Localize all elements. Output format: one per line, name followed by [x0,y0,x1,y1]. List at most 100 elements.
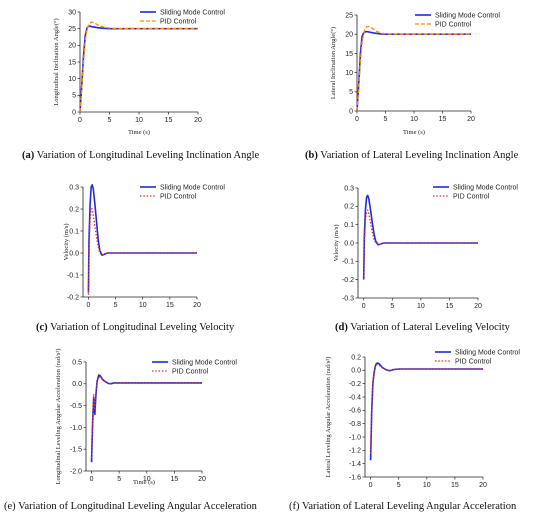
y-axis-label: Lateral Leveling Angular Acceleration (r… [325,357,332,478]
x-tick-label: 15 [451,482,459,489]
panel-c: 0 5 10 15 20 -0.2 -0.1 0.0 0.1 0.2 0.3 Velocity (m/… [0,172,275,344]
caption-text: Variation of Lateral Leveling Angular Ac… [301,501,517,512]
y-tick-label: 0.5 [72,359,82,366]
legend-label: Sliding Mode Control [435,13,500,20]
caption-letter: (e) [4,501,16,512]
x-axis-label: Time (s) [133,479,155,486]
series-line-pid [369,363,483,454]
x-tick-label: 20 [479,482,487,489]
legend-label: Sliding Mode Control [160,10,225,17]
legend-label: Sliding Mode Control [455,350,520,357]
y-axis-label: Lateral Inclination Angle(°) [330,27,337,99]
y-tick-label: -0.4 [349,394,361,401]
x-axis-label: Time (s) [128,129,150,136]
y-tick-label: 5 [72,93,76,100]
y-tick-label: -1.0 [70,425,82,432]
y-tick-label: 30 [68,9,76,16]
y-tick-label: -0.3 [342,295,354,302]
y-axis-label: Longitudinal Leveling Angular Accelerati… [55,349,62,485]
series-line-sliding-mode [356,30,471,112]
chart-b: 0 5 10 15 20 0 5 10 15 20 25 Time (s) Lateral Inclin… [330,12,500,136]
caption-letter: (a) [22,150,35,161]
legend-label: PID Control [160,19,197,26]
x-tick-label: 15 [166,302,174,309]
y-tick-label: -0.6 [349,408,361,415]
x-tick-label: 5 [114,302,118,309]
caption-d: (d) Variation of Lateral Leveling Veloci… [335,322,510,333]
chart-d: 0 5 10 15 20 -0.3 -0.2 -0.1 0.0 0.1 0.2 0.3 Velocity… [333,185,518,311]
y-tick-label: -0.2 [342,277,354,284]
x-tick-label: 10 [143,476,151,483]
y-tick-label: -0.1 [342,259,354,266]
chart-f: 0 5 10 15 20 -1.6 -1.4 -1.2 -1.0 -0.8 -0.6 -0.4 -0.2… [325,350,520,490]
y-tick-label: 0.0 [344,240,354,247]
y-tick-label: -0.5 [70,403,82,410]
x-tick-label: 0 [355,116,359,123]
x-tick-label: 20 [474,303,482,310]
y-tick-label: 0.1 [344,222,354,229]
y-tick-label: 0.3 [344,185,354,192]
y-tick-label: 0 [72,109,76,116]
series-line-pid [356,25,471,112]
y-tick-label: -1.4 [349,461,361,468]
x-tick-label: 15 [170,476,178,483]
caption-text: Variation of Longitudinal Leveling Veloc… [50,322,235,333]
y-tick-label: 0.2 [351,354,361,361]
x-tick-label: 15 [165,117,173,124]
x-tick-label: 15 [446,303,454,310]
x-tick-label: 10 [139,302,147,309]
series-line-pid [90,376,202,458]
caption-e: (e) Variation of Longitudinal Leveling A… [4,501,257,512]
panel-b: 0 5 10 15 20 0 5 10 15 20 25 Time (s) Lateral Inclin… [275,0,550,172]
y-axis-label: Velocity (m/s) [63,223,70,260]
caption-text: Variation of Longitudinal Leveling Angul… [18,501,257,512]
y-tick-label: -0.1 [67,272,79,279]
legend-label: Sliding Mode Control [172,360,237,367]
x-tick-label: 0 [369,482,373,489]
y-tick-label: 20 [68,43,76,50]
y-tick-label: 0 [349,108,353,115]
y-tick-label: 0.0 [72,381,82,388]
y-tick-label: 25 [345,12,353,19]
series-line-pid [363,209,478,280]
x-tick-label: 10 [410,116,418,123]
y-tick-label: 0.1 [69,228,79,235]
y-tick-label: -2.0 [70,468,82,475]
y-tick-label: 20 [345,32,353,39]
y-tick-label: -1.0 [349,434,361,441]
x-tick-label: 20 [467,116,475,123]
x-tick-label: 15 [439,116,447,123]
caption-letter: (c) [36,322,48,333]
x-tick-label: 0 [362,303,366,310]
x-axis-label: Time (s) [403,129,425,136]
legend-label: PID Control [435,22,472,29]
x-tick-label: 20 [193,302,201,309]
caption-text: Variation of Lateral Leveling Velocity [350,322,510,333]
legend-label: PID Control [172,369,209,376]
series-line-pid [87,208,197,295]
y-tick-label: 5 [349,89,353,96]
y-tick-label: -0.2 [67,294,79,301]
series-line-sliding-mode [362,194,478,280]
legend-label: Sliding Mode Control [160,185,225,192]
caption-letter: (f) [289,501,300,512]
y-tick-label: 0.2 [344,204,354,211]
x-tick-label: 10 [423,482,431,489]
panel-e: 0 5 10 15 20 -2.0 -1.5 -1.0 -0.5 0.0 0.5 Time (s) Lo… [0,344,290,520]
x-tick-label: 0 [78,117,82,124]
x-tick-label: 20 [194,117,202,124]
x-tick-label: 10 [135,117,143,124]
y-tick-label: -1.5 [70,447,82,454]
panel-a: 0 5 10 15 20 0 5 10 15 20 25 30 Time (s) Longitudinal… [0,0,275,172]
y-tick-label: 0.0 [69,250,79,257]
legend-label: PID Control [160,194,197,201]
legend-label: PID Control [453,194,490,201]
x-tick-label: 5 [108,117,112,124]
series-line-pid [79,21,198,113]
legend-label: Sliding Mode Control [453,185,518,192]
caption-b: (b) Variation of Lateral Leveling Inclin… [305,150,518,161]
caption-a: (a) Variation of Longitudinal Leveling I… [22,150,259,161]
x-tick-label: 5 [397,482,401,489]
y-axis-label: Longitudinal Inclination Angle(°) [53,18,60,105]
caption-text: Variation of Longitudinal Leveling Incli… [36,150,260,161]
